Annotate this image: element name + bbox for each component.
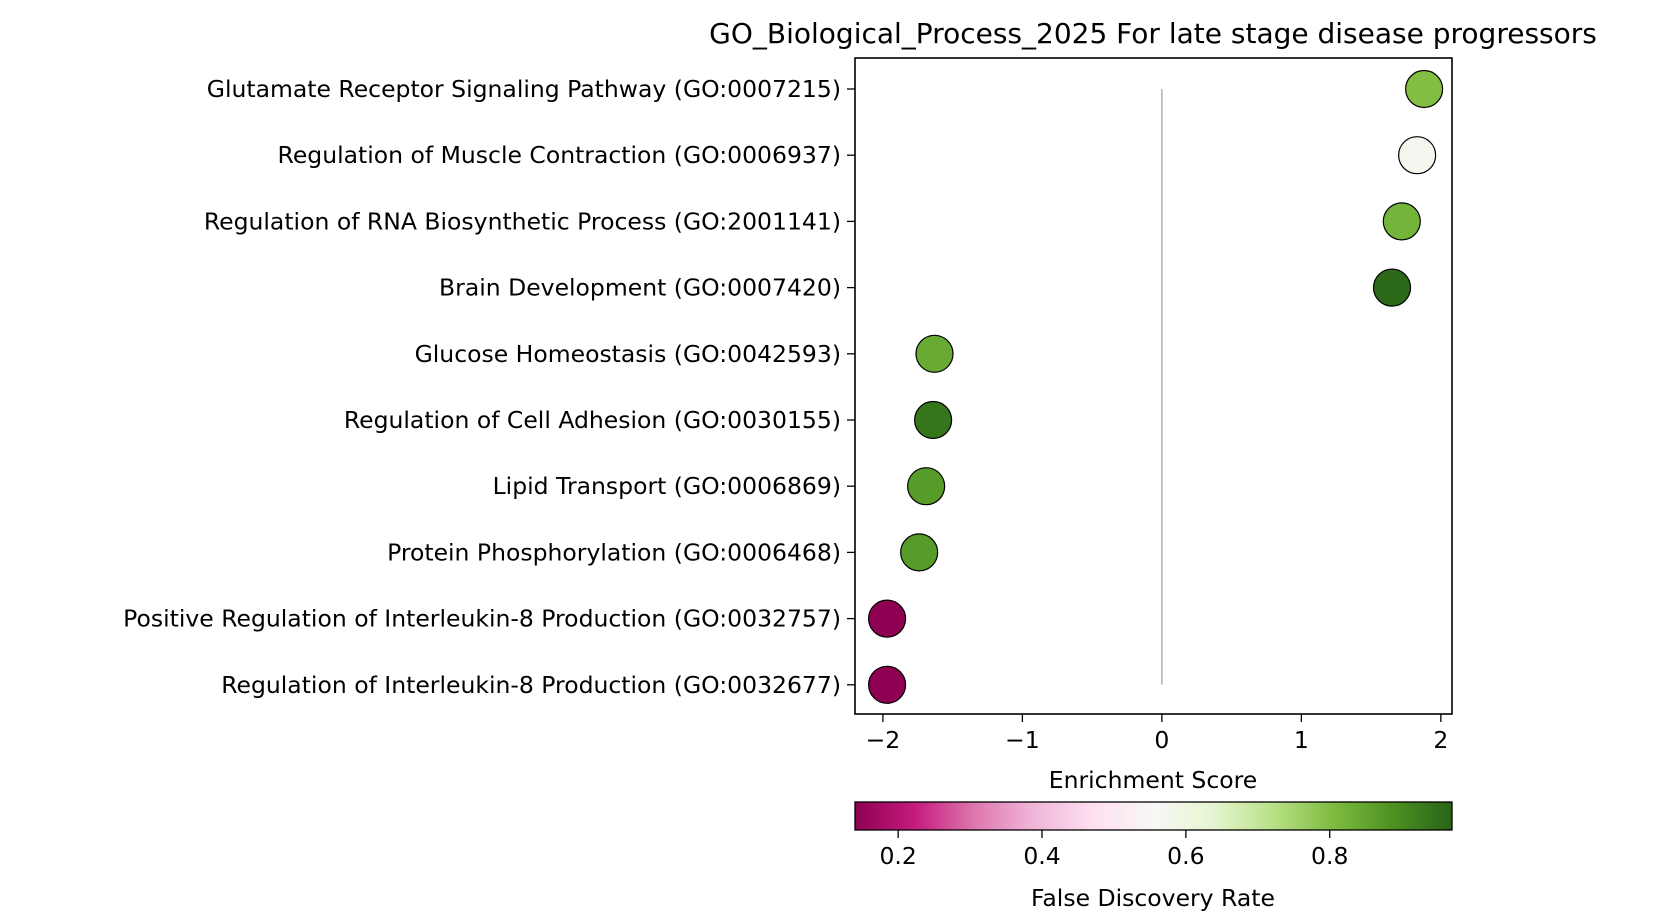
y-tick-label: Regulation of Muscle Contraction (GO:000… xyxy=(278,141,841,169)
data-point xyxy=(907,467,946,506)
data-point xyxy=(1398,136,1437,175)
data-point xyxy=(1405,69,1444,109)
colorbar-label: False Discovery Rate xyxy=(1031,884,1275,912)
data-point xyxy=(1372,268,1412,307)
colorbar-tick-label: 0.6 xyxy=(1167,842,1204,870)
x-tick-label: 2 xyxy=(1433,726,1448,754)
colorbar-tick-label: 0.4 xyxy=(1023,842,1060,870)
y-tick-label: Regulation of Interleukin-8 Production (… xyxy=(221,671,841,699)
y-tick-label: Protein Phosphorylation (GO:0006468) xyxy=(387,538,841,566)
data-point xyxy=(1382,202,1421,241)
y-tick-label: Regulation of RNA Biosynthetic Process (… xyxy=(204,207,841,235)
plot-area xyxy=(854,57,1453,715)
x-tick-label: 0 xyxy=(1154,726,1169,754)
y-tick-label: Brain Development (GO:0007420) xyxy=(439,274,841,302)
y-axis-labels: Glutamate Receptor Signaling Pathway (GO… xyxy=(123,75,855,699)
x-axis-label: Enrichment Score xyxy=(1049,766,1258,794)
data-point xyxy=(867,599,907,638)
colorbar-gradient xyxy=(854,801,1453,831)
data-point xyxy=(914,400,953,440)
plot-frame xyxy=(854,57,1453,715)
x-tick-label: 1 xyxy=(1294,726,1309,754)
y-tick-label: Lipid Transport (GO:0006869) xyxy=(493,472,841,500)
colorbar-tick-label: 0.2 xyxy=(879,842,916,870)
data-point xyxy=(900,533,939,572)
data-point xyxy=(867,665,907,704)
data-point xyxy=(915,334,954,373)
data-points xyxy=(867,69,1444,704)
y-tick-label: Glutamate Receptor Signaling Pathway (GO… xyxy=(207,75,841,103)
x-tick-label: −2 xyxy=(866,726,901,754)
colorbar: 0.2 0.4 0.6 0.8 False Discovery Rate xyxy=(854,801,1453,912)
x-tick-label: −1 xyxy=(1005,726,1040,754)
colorbar-ticks: 0.2 0.4 0.6 0.8 xyxy=(879,830,1348,870)
y-tick-label: Glucose Homeostasis (GO:0042593) xyxy=(415,340,841,368)
chart-title: GO_Biological_Process_2025 For late stag… xyxy=(709,17,1597,50)
x-axis-ticks: −2 −1 0 1 2 xyxy=(866,714,1448,754)
y-tick-label: Positive Regulation of Interleukin-8 Pro… xyxy=(123,605,841,633)
colorbar-tick-label: 0.8 xyxy=(1311,842,1348,870)
y-tick-label: Regulation of Cell Adhesion (GO:0030155) xyxy=(344,406,841,434)
